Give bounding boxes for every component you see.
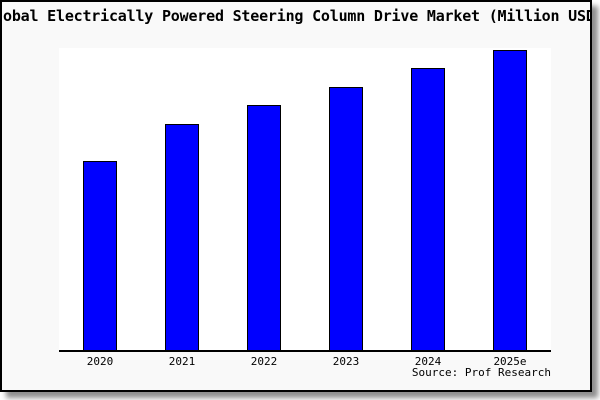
source-label: Source: Prof Research [411, 366, 551, 379]
x-axis-labels: 2020 2021 2022 2023 2024 2025e [59, 355, 551, 369]
x-tick-label-2021: 2021 [168, 355, 196, 368]
x-tick-label-2020: 2020 [86, 355, 114, 368]
bar-2020 [83, 161, 117, 350]
bar-slot-2020 [59, 48, 141, 350]
x-tick-label-2025e: 2025e [493, 355, 527, 368]
plot-area [59, 48, 551, 352]
x-tick-label-2022: 2022 [250, 355, 278, 368]
bar-2023 [329, 87, 363, 350]
bar-2022 [247, 105, 281, 350]
bar-slot-2024 [387, 48, 469, 350]
bar-2024 [411, 68, 445, 350]
bar-slot-2022 [223, 48, 305, 350]
chart-title: obal Electrically Powered Steering Colum… [3, 7, 592, 25]
chart-card: obal Electrically Powered Steering Colum… [0, 0, 592, 392]
bar-2025e [493, 50, 527, 350]
x-tick-label-2023: 2023 [332, 355, 360, 368]
bar-slot-2025e [469, 48, 551, 350]
bar-slot-2023 [305, 48, 387, 350]
bar-2021 [165, 124, 199, 350]
bar-slot-2021 [141, 48, 223, 350]
x-tick-label-2024: 2024 [414, 355, 442, 368]
